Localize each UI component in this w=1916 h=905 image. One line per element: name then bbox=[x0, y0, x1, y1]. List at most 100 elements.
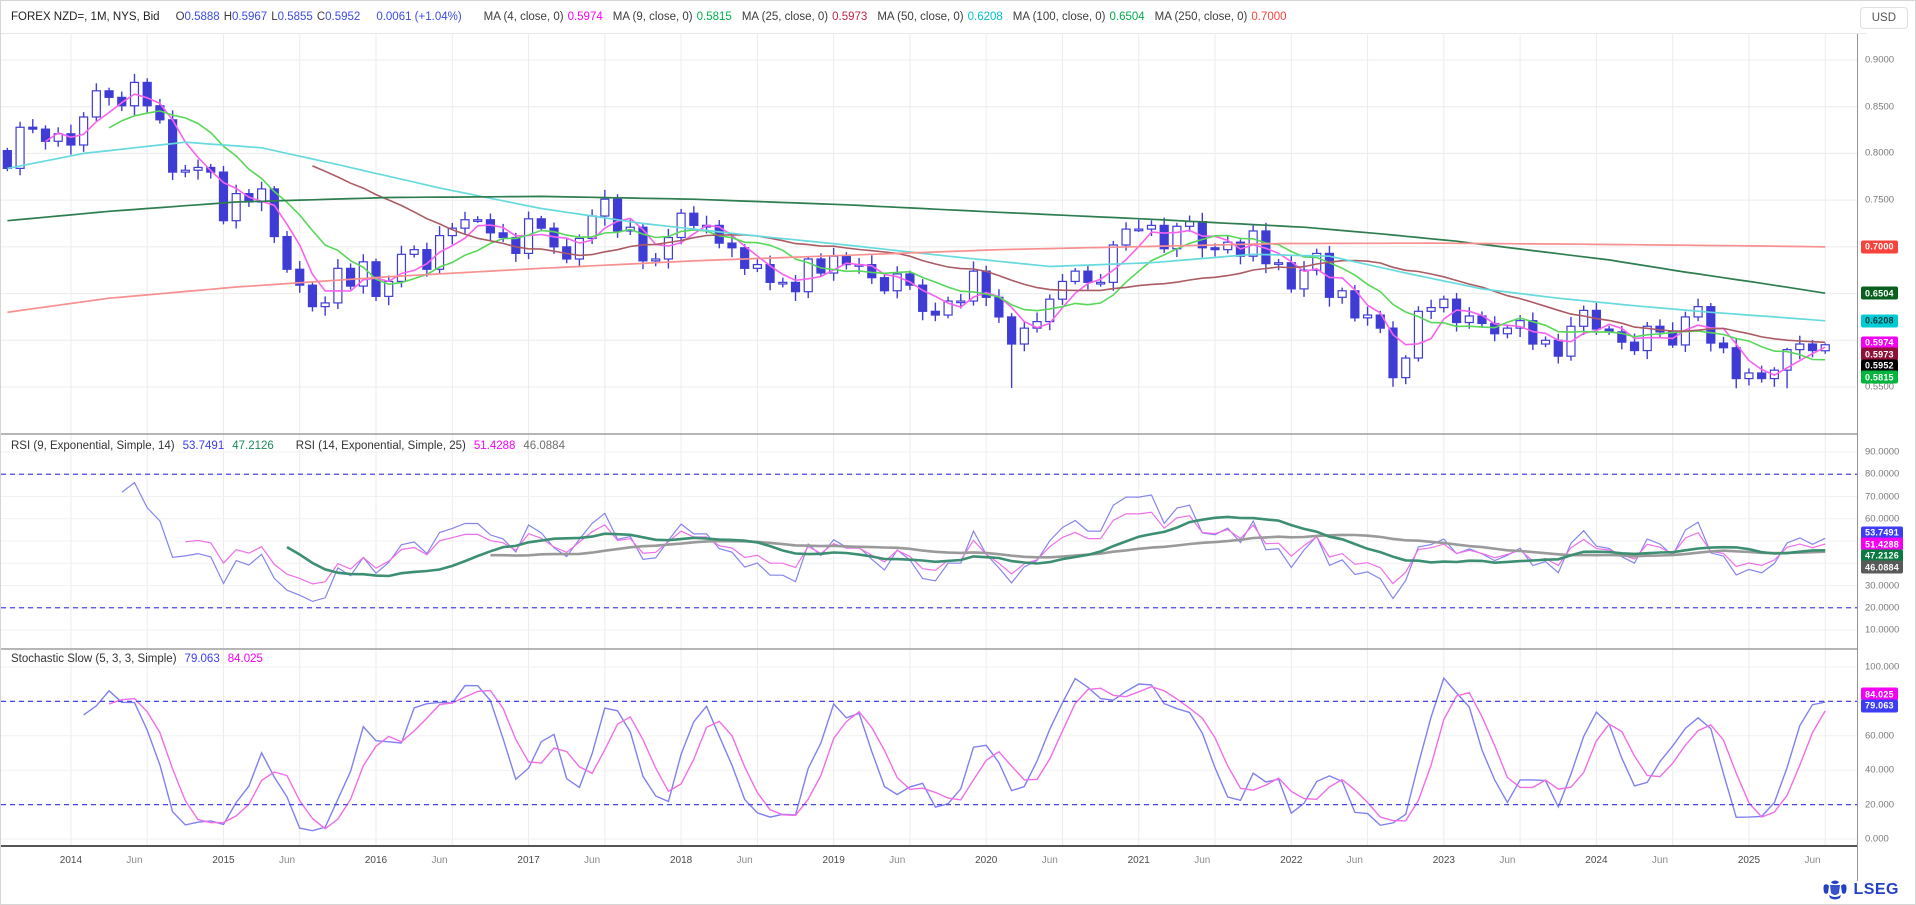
axis-price-badge: 51.4288 bbox=[1861, 537, 1903, 551]
axis-price-badge: 0.5952 bbox=[1861, 359, 1898, 373]
axis-price-badge: 47.2126 bbox=[1861, 549, 1903, 563]
ma-legend-item-25[interactable]: MA (25, close, 0) 0.5973 bbox=[742, 11, 867, 23]
axis-label: 0.8000 bbox=[1865, 147, 1895, 159]
ma-4-line bbox=[45, 93, 1826, 376]
candles bbox=[2, 73, 1830, 389]
low-value: 0.5855 bbox=[277, 11, 313, 23]
ma-value: 0.6504 bbox=[1109, 11, 1145, 23]
axis-label: 30.0000 bbox=[1865, 580, 1900, 591]
ma-legend-item-9[interactable]: MA (9, close, 0) 0.5815 bbox=[613, 11, 732, 23]
rsi2-title: RSI (14, Exponential, Simple, 25) bbox=[295, 440, 466, 452]
ma-value: 0.5815 bbox=[696, 11, 732, 23]
year-label-2015: 2015 bbox=[212, 855, 235, 866]
stochastic-panel bbox=[1, 676, 1857, 832]
rsi-legend[interactable]: RSI (9, Exponential, Simple, 14) 53.7491… bbox=[11, 440, 565, 452]
time-axis[interactable]: 2014 Jun 2015 Jun 2016 Jun 2017 Jun 2018 Jun 2019 J… bbox=[1, 849, 1857, 877]
ma-100-line bbox=[7, 195, 1826, 295]
lseg-logo: LSEG bbox=[1822, 879, 1899, 901]
rsi-avg-14-line bbox=[286, 515, 1826, 578]
ma-legend-item-250[interactable]: MA (250, close, 0) 0.7000 bbox=[1155, 11, 1287, 23]
mid-year-label: Jun bbox=[1194, 855, 1211, 866]
axis-label: 80.0000 bbox=[1865, 468, 1900, 480]
stochastic-legend[interactable]: Stochastic Slow (5, 3, 3, Simple) 79.063… bbox=[11, 653, 263, 665]
mid-year-label: Jun bbox=[1499, 855, 1516, 866]
axis-label: 20.000 bbox=[1865, 799, 1895, 811]
ma-label: MA (50, close, 0) bbox=[877, 11, 964, 23]
mid-year-label: Jun bbox=[278, 855, 296, 866]
mid-year-label: Jun bbox=[1651, 855, 1669, 866]
year-label-2024: 2024 bbox=[1585, 855, 1608, 866]
price-axis-column[interactable]: 0.9000 0.8500 0.8000 0.7500 0.5500 0.7000 0.65… bbox=[1858, 1, 1915, 881]
stoch-k-line bbox=[83, 676, 1826, 832]
ma-legend-item-4[interactable]: MA (4, close, 0) 0.5974 bbox=[484, 11, 603, 23]
mid-year-label: Jun bbox=[1041, 855, 1058, 866]
ma-legend-item-100[interactable]: MA (100, close, 0) 0.6504 bbox=[1013, 11, 1145, 23]
axis-label: 10.0000 bbox=[1865, 624, 1900, 636]
axis-label: 60.000 bbox=[1865, 730, 1895, 742]
axis-price-badge: 46.0884 bbox=[1861, 560, 1903, 574]
mid-year-label: Jun bbox=[431, 855, 448, 866]
rsi-avg-25-line bbox=[490, 533, 1826, 559]
year-label-2020: 2020 bbox=[975, 855, 998, 866]
lseg-crest-icon bbox=[1823, 880, 1847, 900]
year-label-2022: 2022 bbox=[1280, 855, 1303, 866]
ohlc-readout: O0.5888 H0.5967 L0.5855 C0.5952 bbox=[176, 11, 361, 23]
ma-label: MA (9, close, 0) bbox=[612, 11, 693, 23]
mid-year-label: Jun bbox=[126, 855, 143, 866]
axis-price-badge: 0.5815 bbox=[1861, 370, 1898, 384]
ma-value: 0.7000 bbox=[1251, 11, 1287, 23]
ma-9-line bbox=[108, 110, 1826, 361]
ma-legend: MA (4, close, 0) 0.5974 MA (9, close, 0) 0.… bbox=[478, 11, 1287, 23]
ma-legend-item-50[interactable]: MA (50, close, 0) 0.6208 bbox=[877, 11, 1002, 23]
mid-year-label: Jun bbox=[1804, 855, 1821, 866]
stoch-d-value: 84.025 bbox=[227, 653, 263, 665]
chart-header: FOREX NZD=, 1M, NYS, Bid O0.5888 H0.5967… bbox=[1, 1, 1866, 34]
low-label: L bbox=[271, 11, 278, 23]
axis-price-badge: 0.6504 bbox=[1861, 286, 1898, 300]
rsi1-value: 53.7491 bbox=[182, 440, 225, 452]
open-value: 0.5888 bbox=[184, 11, 220, 23]
year-label-2023: 2023 bbox=[1432, 855, 1455, 866]
axis-label: 40.000 bbox=[1865, 764, 1895, 776]
rsi2-value: 51.4288 bbox=[473, 440, 516, 452]
main-panel bbox=[2, 73, 1830, 389]
axis-price-badge: 53.7491 bbox=[1861, 526, 1903, 540]
ma-label: MA (4, close, 0) bbox=[483, 11, 564, 23]
year-label-2025: 2025 bbox=[1737, 855, 1761, 866]
instrument-title[interactable]: FOREX NZD=, 1M, NYS, Bid bbox=[11, 11, 160, 23]
rsi-panel bbox=[1, 473, 1857, 609]
ma-label: MA (100, close, 0) bbox=[1012, 11, 1106, 23]
change-value: 0.0061 (+1.04%) bbox=[376, 11, 462, 23]
currency-button[interactable]: USD bbox=[1859, 7, 1908, 29]
axis-label: 0.8500 bbox=[1865, 101, 1895, 113]
rsi-9-line bbox=[121, 481, 1826, 603]
ma-value: 0.6208 bbox=[967, 11, 1003, 23]
axis-label: 0.000 bbox=[1865, 833, 1889, 845]
axis-price-badge: 84.025 bbox=[1861, 687, 1898, 701]
stoch-title: Stochastic Slow (5, 3, 3, Simple) bbox=[11, 653, 177, 665]
year-label-2014: 2014 bbox=[59, 855, 83, 866]
axis-price-badge: 0.6208 bbox=[1861, 314, 1898, 328]
gridlines bbox=[1, 33, 1857, 846]
year-label-2017: 2017 bbox=[517, 855, 540, 866]
ma-250-line bbox=[7, 242, 1826, 314]
axis-label: 100.000 bbox=[1865, 661, 1900, 673]
mid-year-label: Jun bbox=[889, 855, 906, 866]
axis-label: 0.5500 bbox=[1865, 381, 1895, 393]
axis-label: 0.9000 bbox=[1865, 54, 1895, 66]
stoch-d-line bbox=[108, 685, 1826, 830]
rsi1-title: RSI (9, Exponential, Simple, 14) bbox=[11, 440, 175, 452]
rsi-14-line bbox=[185, 511, 1826, 585]
mid-year-label: Jun bbox=[584, 855, 601, 866]
axis-price-badge: 79.063 bbox=[1861, 699, 1898, 713]
rsi1-avg-value: 47.2126 bbox=[232, 440, 274, 452]
year-label-2016: 2016 bbox=[364, 855, 388, 866]
mid-year-label: Jun bbox=[736, 855, 753, 866]
ma-value: 0.5974 bbox=[567, 11, 603, 23]
axis-label: 70.0000 bbox=[1865, 491, 1900, 502]
ma-25-line bbox=[312, 165, 1826, 344]
axis-label: 90.0000 bbox=[1865, 446, 1900, 458]
year-label-2021: 2021 bbox=[1127, 855, 1150, 866]
